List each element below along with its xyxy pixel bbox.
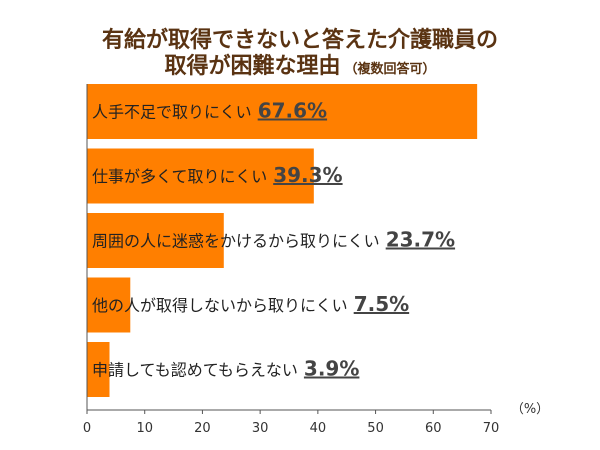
x-axis-unit: （%） [511, 402, 549, 417]
x-tick-label: 0 [83, 421, 91, 436]
x-tick-label: 30 [252, 421, 269, 436]
bar-label-3: 周囲の人に迷惑をかけるから取りにくい 23.7% [92, 228, 455, 252]
chart-title-second-line: 取得が困難な理由 [164, 54, 341, 79]
x-tick-label: 40 [310, 421, 327, 436]
value-label: 23.7% [386, 228, 455, 252]
x-tick-label: 70 [483, 421, 500, 436]
axis-layer: 0 10 20 30 40 50 60 70 （%） [83, 84, 549, 436]
bar-5 [87, 342, 110, 397]
category-label: 他の人が取得しないから取りにくい [92, 296, 348, 315]
x-tick-label: 10 [136, 421, 153, 436]
category-label: 申請しても認めてもらえない [92, 361, 298, 380]
bar-3 [87, 213, 224, 268]
bar-1 [87, 84, 478, 139]
bar-label-5: 申請しても認めてもらえない 3.9% [92, 357, 359, 381]
value-label: 7.5% [354, 292, 409, 316]
category-label: 仕事が多くて取りにくい [92, 167, 267, 186]
bar-label-1: 人手不足で取りにくい 67.6% [92, 99, 327, 123]
category-label: 周囲の人に迷惑をかけるから取りにくい [92, 232, 380, 251]
bar-label-4: 他の人が取得しないから取りにくい 7.5% [92, 292, 409, 316]
x-tick-label: 20 [194, 421, 211, 436]
value-label: 67.6% [258, 99, 327, 123]
x-tick-label: 50 [367, 421, 384, 436]
chart-title-block: 有給が取得できないと答えた介護職員の 取得が困難な理由 （複数回答可） [0, 28, 600, 83]
labels-layer: 人手不足で取りにくい 67.6% 仕事が多くて取りにくい 39.3% 周囲の人に迷惑をか… [92, 99, 455, 381]
bars-layer [87, 84, 478, 397]
chart-title: 有給が取得できないと答えた介護職員の [101, 28, 498, 53]
x-tick-label: 60 [425, 421, 442, 436]
value-label: 39.3% [273, 163, 342, 187]
chart-title-line2: 取得が困難な理由 （複数回答可） [0, 54, 600, 83]
chart-title-note: （複数回答可） [344, 62, 436, 77]
bar-2 [87, 148, 314, 204]
category-label: 人手不足で取りにくい [92, 103, 252, 122]
value-label: 3.9% [304, 357, 359, 381]
bar-label-2: 仕事が多くて取りにくい 39.3% [92, 163, 343, 187]
bar-4 [87, 277, 131, 333]
